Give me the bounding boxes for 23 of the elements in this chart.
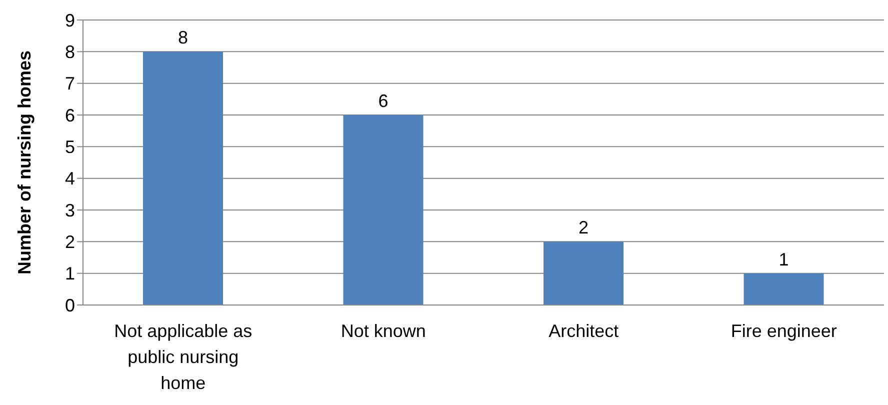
y-tick-label: 2 [64, 232, 75, 252]
data-label: 1 [778, 249, 789, 270]
bar [343, 115, 424, 305]
y-tick-label: 1 [64, 264, 75, 284]
y-tick-label: 3 [64, 200, 75, 220]
bar [544, 242, 624, 305]
y-tick-label: 0 [64, 295, 75, 316]
y-axis-title: Number of nursing homes [14, 50, 34, 275]
data-label: 6 [378, 91, 388, 111]
y-tick-label: 8 [64, 42, 75, 62]
bar [143, 52, 223, 305]
y-tick-label: 5 [64, 137, 75, 158]
y-tick-label: 4 [64, 168, 75, 189]
x-tick-label: Fire engineer [730, 321, 837, 341]
y-tick-label: 9 [64, 10, 75, 30]
data-label: 8 [178, 28, 188, 48]
data-label: 2 [578, 218, 589, 238]
bar [744, 273, 824, 305]
y-tick-label: 7 [64, 74, 75, 94]
y-tick-label: 6 [64, 105, 75, 126]
x-tick-label: Not known [340, 321, 426, 341]
x-tick-label: Architect [548, 321, 619, 341]
x-tick-label: Not applicable as public nursing home [114, 321, 252, 393]
